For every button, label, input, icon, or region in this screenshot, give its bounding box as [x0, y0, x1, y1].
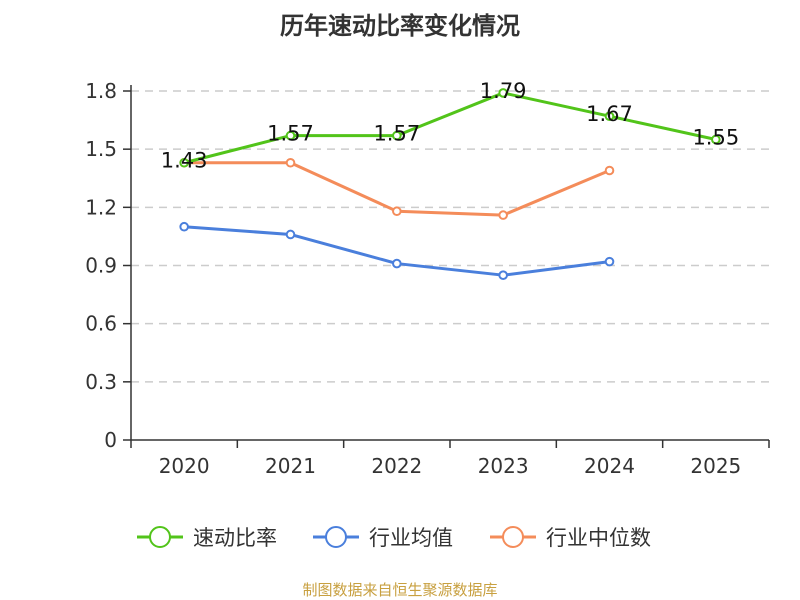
data-point: [498, 88, 508, 98]
y-tick-label: 1.2: [85, 195, 117, 219]
data-point: [285, 229, 296, 240]
data-labels: 1.43 1.57 1.57 1.79 1.67 1.55: [161, 79, 739, 173]
data-point: [604, 111, 615, 122]
grid-lines: [131, 90, 769, 383]
y-tick-label: 1.5: [85, 137, 117, 161]
data-point: [392, 258, 402, 269]
x-tick-label: 2023: [478, 454, 529, 478]
series-lines: [179, 88, 721, 280]
legend-marker: [149, 526, 171, 548]
chart-title: 历年速动比率变化情况: [280, 12, 520, 40]
x-tick-label: 2024: [584, 454, 635, 478]
x-tick-label: 2020: [159, 454, 210, 478]
data-label: 1.57: [267, 122, 314, 146]
data-point: [711, 134, 721, 145]
legend-item: 行业均值: [313, 526, 453, 550]
data-label: 1.55: [692, 125, 739, 149]
data-point: [392, 206, 402, 217]
series-line-0: [183, 91, 717, 165]
x-tick-label: 2025: [690, 454, 741, 478]
legend-marker: [502, 526, 524, 548]
y-tick-label: 0: [104, 428, 117, 452]
legend-label: 行业均值: [369, 526, 453, 550]
legend: 速动比率 行业均值 行业中位数: [137, 526, 651, 550]
y-tick-label: 0.9: [85, 254, 117, 278]
data-point: [285, 130, 296, 141]
y-tick-label: 0.3: [85, 370, 117, 394]
x-tick-label: 2021: [265, 454, 316, 478]
legend-marker: [325, 526, 347, 548]
data-point: [179, 157, 189, 168]
legend-item: 行业中位数: [490, 526, 651, 550]
data-point: [392, 130, 402, 141]
data-label: 1.43: [161, 149, 208, 173]
data-point: [604, 256, 615, 267]
data-point: [498, 210, 508, 220]
data-point: [179, 221, 189, 232]
x-tick-label: 2022: [371, 454, 422, 478]
data-point: [285, 157, 296, 168]
legend-item: 速动比率: [137, 526, 277, 550]
data-label: 1.79: [480, 79, 527, 103]
source-note: 制图数据来自恒生聚源数据库: [302, 581, 498, 599]
data-label: 1.67: [586, 102, 633, 126]
data-point: [604, 165, 615, 176]
y-tick-label: 0.6: [85, 312, 117, 336]
legend-label: 行业中位数: [546, 526, 651, 550]
y-tick-label: 1.8: [85, 79, 117, 103]
legend-label: 速动比率: [193, 526, 277, 550]
data-label: 1.57: [373, 122, 420, 146]
data-point: [498, 270, 508, 280]
axes: 0 0.3 0.6 0.9 1.2 1.5 1.8 2020 2021 2022 2023 2024 2…: [85, 79, 770, 478]
